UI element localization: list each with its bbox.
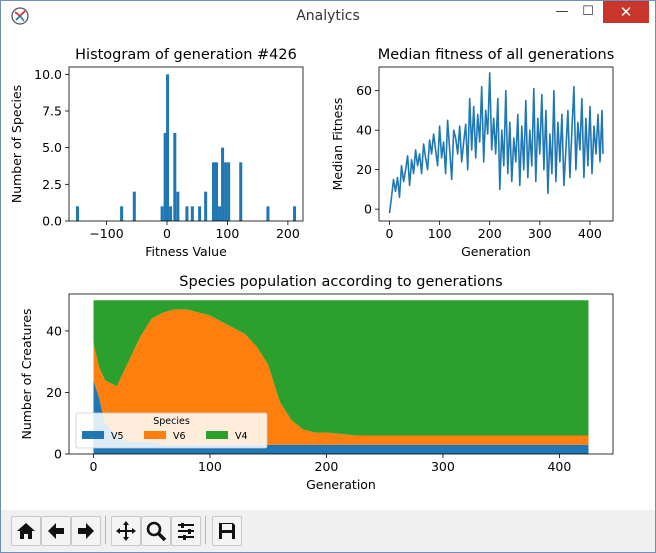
histogram-bar	[173, 133, 177, 221]
x-tick-label: 400	[578, 226, 602, 241]
zoom-button[interactable]	[141, 516, 171, 546]
x-tick-label: 300	[528, 226, 552, 241]
legend-entry: V6	[173, 431, 186, 442]
x-tick-label: 200	[276, 226, 300, 241]
y-tick-label: 7.5	[42, 104, 62, 119]
title-bar[interactable]: Analytics — ☐ ✕	[1, 1, 655, 32]
histogram-bar	[198, 206, 202, 221]
y-tick-label: 20	[356, 162, 372, 177]
y-tick-label: 0	[54, 447, 62, 462]
histogram-bar	[212, 162, 216, 221]
median-fitness-line	[388, 72, 604, 214]
y-tick-label: 60	[356, 83, 372, 98]
y-axis-label: Median Fitness	[330, 98, 345, 191]
histogram-bar	[190, 206, 194, 221]
zoom-icon	[146, 521, 167, 542]
chart-title: Species population according to generati…	[179, 274, 502, 290]
x-tick-label: 0	[89, 459, 97, 474]
pan-icon	[116, 521, 136, 541]
x-axis-label: Fitness Value	[145, 244, 227, 259]
histogram-bar	[163, 133, 167, 221]
maximize-button[interactable]: ☐	[582, 4, 594, 19]
histogram-bar	[166, 74, 170, 221]
x-tick-label: 200	[478, 226, 502, 241]
toolbar-separator	[105, 516, 106, 544]
histogram-bar	[204, 191, 208, 221]
histogram-bar	[176, 191, 180, 221]
x-tick-label: 0	[386, 226, 394, 241]
forward-button[interactable]	[71, 516, 101, 546]
legend-swatch	[206, 431, 228, 439]
save-button[interactable]	[212, 516, 242, 546]
histogram-bar	[215, 162, 219, 221]
area-series-v4	[93, 300, 589, 436]
home-button[interactable]	[11, 516, 41, 546]
histogram-bar	[160, 206, 164, 221]
y-tick-label: 0.0	[42, 214, 62, 229]
histogram-bar	[132, 191, 136, 221]
y-axis-label: Number of Species	[9, 85, 24, 203]
axes-frame	[68, 66, 304, 222]
app-icon	[11, 7, 29, 25]
histogram-bar	[266, 206, 270, 221]
y-axis-label: Number of Creatures	[19, 308, 34, 439]
histogram-bar	[239, 162, 243, 221]
axes-frame	[378, 66, 614, 222]
histogram-bar	[169, 206, 173, 221]
histogram-bar	[120, 206, 124, 221]
forward-icon	[78, 523, 94, 539]
x-tick-label: 400	[547, 459, 571, 474]
x-axis-label: Generation	[461, 244, 531, 259]
save-icon	[219, 523, 235, 539]
y-tick-label: 10.0	[34, 67, 62, 82]
navigation-toolbar	[1, 510, 655, 552]
histogram-bar	[224, 162, 228, 221]
legend-entry: V5	[111, 431, 124, 442]
x-axis-label: Generation	[306, 477, 376, 492]
x-tick-label: 0	[163, 226, 171, 241]
histogram-bar	[185, 206, 189, 221]
x-tick-label: −100	[89, 226, 123, 241]
subplots-icon	[178, 523, 194, 540]
legend-swatch	[144, 431, 166, 439]
area-series-v6	[93, 309, 589, 445]
y-tick-label: 40	[46, 323, 62, 338]
subplots-button[interactable]	[171, 516, 201, 546]
home-icon	[17, 523, 35, 539]
y-tick-label: 0	[364, 202, 372, 217]
chart-title: Histogram of generation #426	[75, 47, 297, 63]
x-tick-label: 100	[428, 226, 452, 241]
back-icon	[48, 523, 64, 539]
pan-button[interactable]	[111, 516, 141, 546]
x-tick-label: 100	[198, 459, 222, 474]
y-tick-label: 20	[46, 385, 62, 400]
histogram-bar	[221, 147, 225, 221]
x-tick-label: 100	[215, 226, 239, 241]
histogram-bar	[293, 206, 297, 221]
minimize-button[interactable]: —	[555, 4, 569, 19]
window-title: Analytics	[296, 8, 360, 24]
histogram-bar	[218, 206, 222, 221]
legend-entry: V4	[235, 431, 248, 442]
chart-title: Median fitness of all generations	[378, 47, 615, 63]
x-tick-label: 200	[315, 459, 339, 474]
histogram-bar	[75, 206, 79, 221]
y-tick-label: 5.0	[42, 140, 62, 155]
back-button[interactable]	[41, 516, 71, 546]
legend-title: Species	[153, 416, 190, 427]
legend-box	[75, 412, 268, 449]
legend-swatch	[82, 431, 104, 439]
toolbar-separator	[205, 516, 206, 544]
histogram-bar	[227, 162, 231, 221]
y-tick-label: 2.5	[42, 177, 62, 192]
close-button[interactable]: ✕	[603, 1, 649, 23]
y-tick-label: 40	[356, 123, 372, 138]
axes-frame	[68, 293, 614, 455]
x-tick-label: 300	[431, 459, 455, 474]
